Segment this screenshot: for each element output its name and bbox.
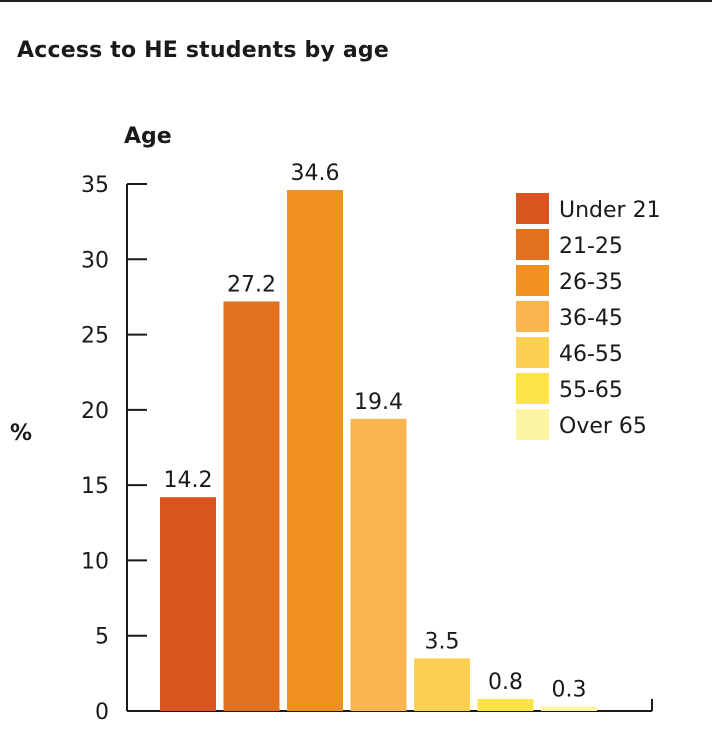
legend-label: 21-25 [559, 234, 623, 259]
legend-swatch [516, 337, 549, 368]
chart-title: Access to HE students by age [17, 38, 390, 63]
value-label: 0.8 [488, 670, 523, 695]
y-tick-label: 5 [95, 625, 109, 650]
y-tick-label: 0 [95, 700, 109, 725]
value-label: 0.3 [552, 677, 587, 702]
y-tick-label: 10 [81, 549, 109, 574]
bar-7 [541, 706, 597, 711]
top-rule [0, 0, 712, 2]
legend-label: Under 21 [559, 198, 661, 223]
y-tick-label: 25 [81, 324, 109, 349]
value-labels: 14.2 27.2 34.6 19.4 3.5 0.8 0.3 [164, 161, 587, 702]
legend-swatch [516, 229, 549, 260]
bar-6 [477, 698, 534, 711]
bars [160, 190, 597, 712]
value-label: 14.2 [164, 468, 213, 493]
value-label: 3.5 [425, 629, 460, 654]
bar-1 [160, 497, 216, 711]
y-tick-label: 15 [81, 474, 109, 499]
legend-label: 26-35 [559, 270, 623, 295]
legend-swatch [516, 373, 549, 404]
series-title: Age [124, 124, 172, 149]
legend-label: 36-45 [559, 306, 623, 331]
legend: Under 21 21-25 26-35 36-45 46-55 55-65 Over 65 [516, 193, 661, 440]
bar-5 [414, 658, 470, 711]
y-tick-label: 30 [81, 248, 109, 273]
legend-label: 55-65 [559, 378, 623, 403]
legend-swatch [516, 409, 549, 440]
legend-label: 46-55 [559, 342, 623, 367]
value-label: 34.6 [291, 161, 340, 186]
value-label: 19.4 [354, 390, 403, 415]
value-label: 27.2 [227, 272, 276, 297]
y-axis-label: % [10, 421, 32, 446]
bar-4 [350, 418, 407, 711]
legend-swatch [516, 301, 549, 332]
legend-label: Over 65 [559, 414, 647, 439]
y-tick-label: 20 [81, 399, 109, 424]
bar-2 [223, 301, 280, 711]
legend-swatch [516, 193, 549, 224]
legend-swatch [516, 265, 549, 296]
y-tick-label: 35 [81, 173, 109, 198]
bar-3 [287, 190, 343, 712]
y-ticks: 0 5 10 15 20 25 30 35 [81, 173, 147, 725]
